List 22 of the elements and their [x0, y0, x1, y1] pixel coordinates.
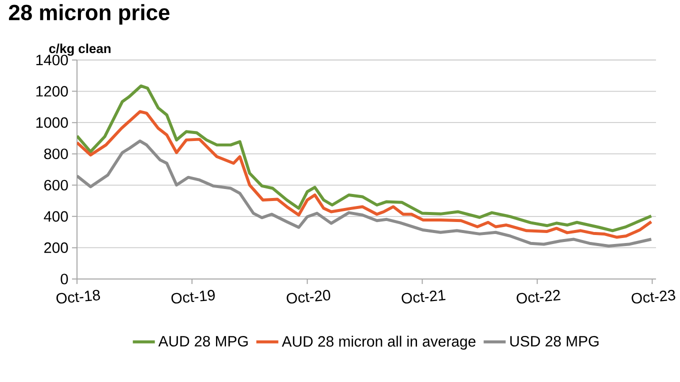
y-tick-label: 800	[44, 148, 68, 160]
legend-label: AUD 28 micron all in average	[282, 336, 476, 350]
line-series	[77, 140, 653, 248]
y-tick-label: 1400	[36, 54, 68, 66]
x-tick-label: Oct-18	[56, 290, 100, 304]
x-tick-label: Oct-19	[171, 290, 215, 304]
chart-title: 28 micron price	[8, 4, 170, 25]
y-tick-label: 1200	[36, 86, 68, 97]
line-series	[77, 84, 653, 232]
x-tick-label: Oct-22	[516, 290, 560, 304]
y-axis-title: c/kg clean	[49, 44, 110, 56]
x-tick-label: Oct-20	[286, 290, 330, 304]
y-tick-label: 1000	[36, 117, 68, 128]
x-tick-label: Oct-23	[632, 290, 676, 304]
legend-label: AUD 28 MPG	[158, 336, 248, 347]
y-tick-label: 600	[44, 180, 68, 190]
y-tick-label: 400	[44, 211, 68, 222]
line-series	[77, 110, 653, 239]
y-tick-label: 0	[60, 274, 68, 284]
x-tick-label: Oct-21	[402, 290, 446, 304]
y-tick-label: 200	[44, 242, 68, 253]
legend-label: USD 28 MPG	[510, 336, 599, 347]
